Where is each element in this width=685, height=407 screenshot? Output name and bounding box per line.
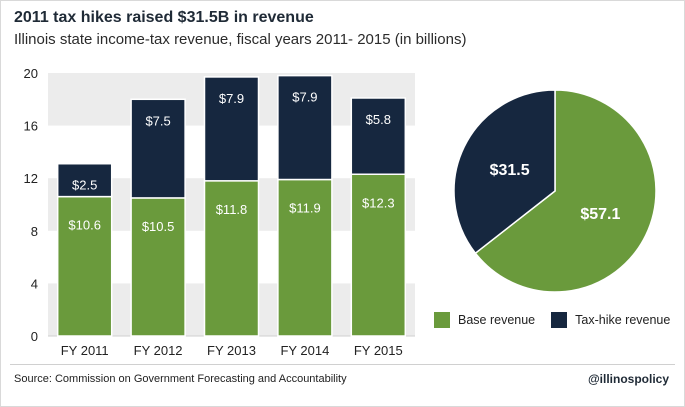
x-tick-label: FY 2011: [61, 343, 109, 358]
bar-segment: [56, 162, 113, 198]
bar-segment: [350, 97, 407, 176]
pie-legend: Base revenue Tax-hike revenue: [434, 312, 678, 328]
y-tick-label: 12: [24, 171, 38, 186]
x-tick-label: FY 2013: [207, 343, 256, 358]
chart-title: 2011 tax hikes raised $31.5B in revenue: [14, 9, 314, 26]
y-tick-label: 20: [24, 66, 38, 81]
bars: $10.6 $2.5 $10.5 $7.5 $11.8 $7.9 $11.9 $7.9 $12.…: [56, 74, 407, 337]
pie-slice: [453, 89, 556, 255]
legend-swatch-tax-hike: [551, 312, 568, 328]
y-tick-label: 4: [31, 276, 38, 291]
bar-data-label: $7.9: [219, 91, 244, 106]
bar-segment: [277, 178, 333, 337]
bar-data-label: $7.9: [292, 90, 317, 105]
pie-slice: [474, 89, 657, 293]
bar-segment: [203, 180, 260, 337]
y-tick-label: 16: [24, 119, 38, 134]
legend-label-base: Base revenue: [458, 313, 536, 327]
pie-slice-label: $31.5: [490, 162, 530, 179]
y-tick-label: 8: [31, 224, 38, 239]
pie-chart: $57.1 $31.5: [453, 89, 657, 293]
bar-data-label: $11.9: [289, 201, 321, 216]
source-note: Source: Commission on Government Forecas…: [14, 373, 347, 385]
bar-data-label: $7.5: [145, 113, 170, 128]
y-axis-ticks: 0 4 8 12 16 20: [24, 66, 38, 344]
pie-slice-label: $57.1: [580, 206, 620, 223]
brand-handle: @illinospolicy: [587, 372, 669, 386]
bar-segment: [130, 98, 186, 199]
legend-label-tax-hike: Tax-hike revenue: [575, 313, 671, 327]
legend-item-tax-hike: Tax-hike revenue: [551, 312, 670, 328]
x-tick-label: FY 2012: [134, 343, 183, 358]
y-tick-label: 0: [31, 329, 38, 344]
bar-segment: [56, 195, 113, 337]
footer-divider: [10, 364, 675, 365]
bar-data-label: $10.6: [68, 218, 101, 233]
bar-data-label: $5.8: [366, 112, 391, 127]
bar-data-label: $10.5: [142, 219, 175, 234]
chart-subtitle: Illinois state income-tax revenue, fisca…: [14, 31, 467, 48]
bar-data-label: $12.3: [362, 195, 395, 210]
x-axis-ticks: FY 2011 FY 2012 FY 2013 FY 2014 FY 2015: [61, 343, 403, 358]
bar-segment: [277, 74, 333, 181]
legend-swatch-base: [434, 312, 450, 328]
bar-segment: [350, 173, 407, 337]
x-tick-label: FY 2014: [280, 343, 329, 358]
bar-segment: [203, 76, 260, 182]
bar-data-label: $2.5: [72, 178, 97, 193]
x-tick-label: FY 2015: [354, 343, 403, 358]
bar-data-label: $11.8: [216, 202, 248, 217]
legend-item-base: Base revenue: [434, 312, 535, 328]
